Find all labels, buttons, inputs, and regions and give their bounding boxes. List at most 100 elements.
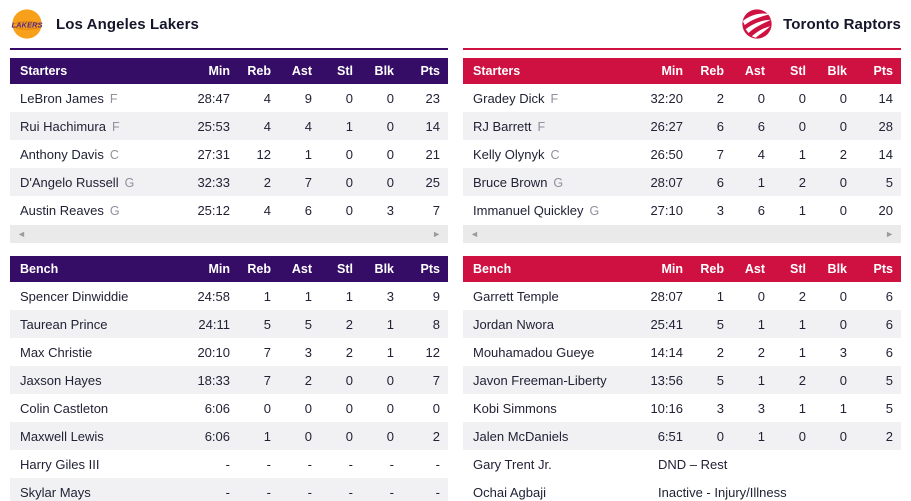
stat-stl: 0 bbox=[345, 400, 353, 416]
stat-min: 6:06 bbox=[204, 428, 230, 444]
bench-table-body: Garrett Temple 28:07 1 0 2 0 6 Jordan Nwora 25:4… bbox=[463, 282, 901, 501]
team-name[interactable]: Toronto Raptors bbox=[783, 15, 901, 33]
stat-stl: 1 bbox=[345, 288, 353, 304]
stat-min: 26:27 bbox=[650, 118, 683, 134]
stat-ast: 0 bbox=[304, 428, 312, 444]
player-name[interactable]: Spencer Dinwiddie bbox=[20, 288, 129, 304]
player-name[interactable]: Kobi Simmons bbox=[473, 400, 557, 416]
stat-min: 24:58 bbox=[197, 288, 230, 304]
player-name[interactable]: Austin Reaves bbox=[20, 202, 104, 218]
col-header-pts: Pts bbox=[420, 262, 440, 276]
player-name[interactable]: Harry Giles III bbox=[20, 456, 100, 472]
stat-pts: - bbox=[435, 456, 440, 472]
player-position: F bbox=[111, 119, 120, 134]
player-row: Harry Giles III - - - - - - bbox=[10, 450, 448, 478]
player-name[interactable]: Garrett Temple bbox=[473, 288, 559, 304]
player-name-cell: Harry Giles III bbox=[10, 457, 176, 472]
player-row: Javon Freeman-Liberty 13:56 5 1 2 0 5 bbox=[463, 366, 901, 394]
player-name[interactable]: Anthony Davis bbox=[20, 146, 104, 162]
stat-reb: 2 bbox=[716, 344, 724, 360]
stat-pts: 20 bbox=[878, 202, 893, 218]
horizontal-scrollbar[interactable]: ◄ ► bbox=[463, 225, 901, 243]
player-name-cell: Kelly Olynyk C bbox=[463, 147, 629, 162]
stat-min: - bbox=[225, 456, 230, 472]
bench-table: Bench Min Reb Ast Stl Blk Pts Garrett Temple 28… bbox=[463, 256, 901, 501]
player-name[interactable]: Bruce Brown bbox=[473, 174, 548, 190]
player-name-cell: Rui Hachimura F bbox=[10, 119, 176, 134]
stat-pts: 0 bbox=[432, 400, 440, 416]
player-name[interactable]: Jaxson Hayes bbox=[20, 372, 102, 388]
player-name[interactable]: Skylar Mays bbox=[20, 484, 91, 500]
stat-blk: 0 bbox=[839, 202, 847, 218]
stat-blk: 3 bbox=[839, 344, 847, 360]
player-name[interactable]: RJ Barrett bbox=[473, 118, 532, 134]
stat-pts: 14 bbox=[878, 146, 893, 162]
stat-pts: 7 bbox=[432, 202, 440, 218]
stat-min: 32:33 bbox=[197, 174, 230, 190]
stat-ast: 0 bbox=[757, 288, 765, 304]
stat-stl: 1 bbox=[345, 118, 353, 134]
stat-blk: 0 bbox=[386, 90, 394, 106]
stat-pts: 21 bbox=[425, 146, 440, 162]
stat-blk: 1 bbox=[386, 316, 394, 332]
col-header-min: Min bbox=[661, 262, 683, 276]
stat-blk: 0 bbox=[839, 118, 847, 134]
player-row: Jalen McDaniels 6:51 0 1 0 0 2 bbox=[463, 422, 901, 450]
scroll-right-icon[interactable]: ► bbox=[885, 228, 894, 239]
stat-min: 28:07 bbox=[650, 288, 683, 304]
player-name[interactable]: Javon Freeman-Liberty bbox=[473, 372, 607, 388]
player-position: G bbox=[553, 175, 564, 190]
bench-label: Bench bbox=[20, 262, 59, 276]
player-name[interactable]: Kelly Olynyk bbox=[473, 146, 545, 162]
col-header-ast: Ast bbox=[291, 262, 312, 276]
player-name[interactable]: Immanuel Quickley bbox=[473, 202, 584, 218]
stat-reb: 2 bbox=[263, 174, 271, 190]
scroll-right-icon[interactable]: ► bbox=[432, 228, 441, 239]
player-name[interactable]: Mouhamadou Gueye bbox=[473, 344, 595, 360]
player-row: Skylar Mays - - - - - - bbox=[10, 478, 448, 501]
stat-ast: 4 bbox=[304, 118, 312, 134]
stat-blk: 0 bbox=[839, 428, 847, 444]
player-name[interactable]: Gary Trent Jr. bbox=[473, 456, 552, 472]
horizontal-scrollbar[interactable]: ◄ ► bbox=[10, 225, 448, 243]
player-name[interactable]: Gradey Dick bbox=[473, 90, 545, 106]
stat-ast: 0 bbox=[304, 400, 312, 416]
col-header-min: Min bbox=[208, 64, 230, 78]
stat-stl: 1 bbox=[798, 146, 806, 162]
col-header-reb: Reb bbox=[247, 64, 271, 78]
player-name[interactable]: Jalen McDaniels bbox=[473, 428, 569, 444]
stat-stl: 2 bbox=[798, 174, 806, 190]
stat-min: 27:10 bbox=[650, 202, 683, 218]
stat-stl: 0 bbox=[345, 174, 353, 190]
player-name[interactable]: Maxwell Lewis bbox=[20, 428, 104, 444]
col-header-pts: Pts bbox=[873, 64, 893, 78]
bench-table-header: Bench Min Reb Ast Stl Blk Pts bbox=[463, 256, 901, 282]
scroll-left-icon[interactable]: ◄ bbox=[470, 228, 479, 239]
stat-min: 20:10 bbox=[197, 344, 230, 360]
stat-pts: 8 bbox=[432, 316, 440, 332]
player-name[interactable]: Jordan Nwora bbox=[473, 316, 554, 332]
scroll-left-icon[interactable]: ◄ bbox=[17, 228, 26, 239]
player-row: Bruce Brown G 28:07 6 1 2 0 5 bbox=[463, 168, 901, 196]
player-name[interactable]: LeBron James bbox=[20, 90, 104, 106]
stat-min: 25:12 bbox=[197, 202, 230, 218]
player-name[interactable]: Rui Hachimura bbox=[20, 118, 106, 134]
player-name-cell: D'Angelo Russell G bbox=[10, 175, 176, 190]
stat-stl: 2 bbox=[798, 372, 806, 388]
stat-reb: 7 bbox=[263, 372, 271, 388]
player-name[interactable]: D'Angelo Russell bbox=[20, 174, 119, 190]
player-name[interactable]: Ochai Agbaji bbox=[473, 484, 546, 500]
player-name[interactable]: Colin Castleton bbox=[20, 400, 109, 416]
stat-blk: 0 bbox=[839, 372, 847, 388]
stat-reb: 4 bbox=[263, 202, 271, 218]
player-position: F bbox=[537, 119, 546, 134]
player-name[interactable]: Max Christie bbox=[20, 344, 93, 360]
stat-ast: 1 bbox=[304, 146, 312, 162]
player-name[interactable]: Taurean Prince bbox=[20, 316, 108, 332]
player-name-cell: Ochai Agbaji bbox=[463, 485, 629, 500]
stat-reb: 5 bbox=[716, 372, 724, 388]
stat-stl: 1 bbox=[798, 316, 806, 332]
stat-ast: 6 bbox=[304, 202, 312, 218]
team-name[interactable]: Los Angeles Lakers bbox=[56, 15, 199, 33]
player-name-cell: Spencer Dinwiddie bbox=[10, 289, 176, 304]
